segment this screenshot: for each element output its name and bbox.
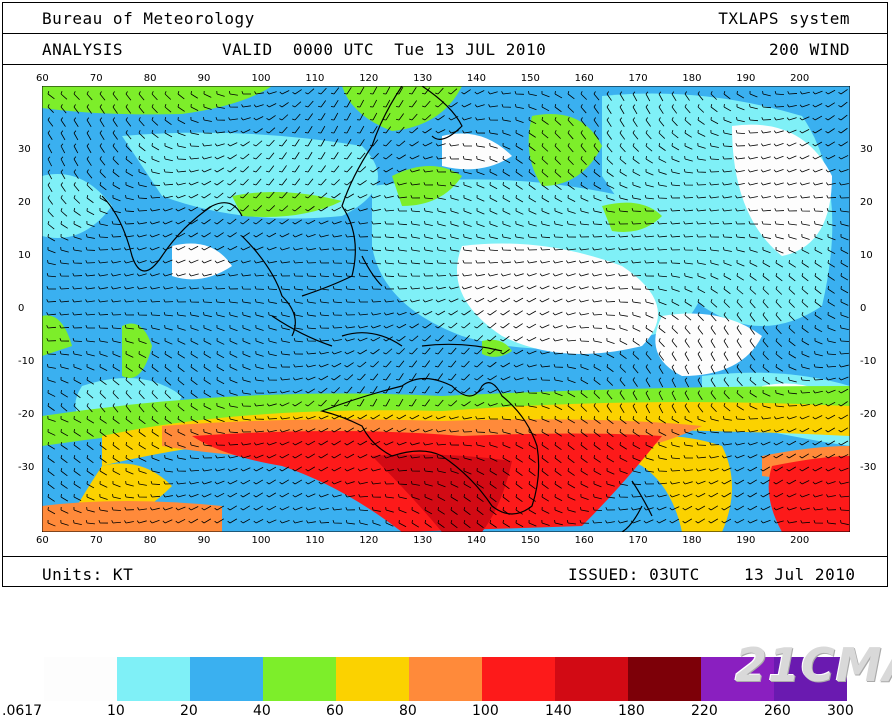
lon-tick-top: 190 [736, 73, 756, 84]
lon-tick-bottom: 60 [36, 535, 49, 546]
lat-tick-left: 0 [18, 303, 25, 314]
lon-tick-top: 160 [574, 73, 594, 84]
lon-tick-top: 80 [143, 73, 157, 84]
lon-tick-top: 130 [413, 73, 433, 84]
lat-tick-left: 10 [18, 249, 31, 261]
lon-tick-bottom: 160 [574, 535, 594, 546]
legend-label: 100 [472, 703, 499, 719]
lat-tick-right: 0 [860, 303, 867, 314]
dark-red-zones [372, 454, 512, 532]
indonesia-coast [271, 315, 503, 352]
lon-tick-top: 150 [520, 73, 540, 84]
lon-tick-top: 140 [466, 73, 487, 84]
lon-tick-bottom: 140 [466, 535, 487, 546]
footer-divider [2, 556, 888, 557]
lat-tick-right: 30 [860, 143, 873, 155]
lat-tick-left: 30 [18, 143, 31, 155]
legend-swatch [482, 657, 555, 701]
lon-tick-bottom: 120 [359, 535, 379, 546]
lat-tick-right: -30 [860, 462, 877, 474]
lon-tick-top: 100 [251, 73, 271, 84]
lon-tick-bottom: 80 [143, 535, 157, 546]
legend-label: 40 [253, 703, 271, 719]
lon-tick-top: 60 [36, 73, 49, 84]
lat-tick-right: -20 [860, 409, 877, 421]
lon-tick-top: 90 [197, 73, 211, 84]
japan-coast [421, 86, 463, 140]
india-coast [101, 195, 243, 272]
legend-swatch [555, 657, 628, 701]
legend-label: 10 [107, 703, 125, 719]
philippines-coast [361, 255, 383, 287]
lat-tick-right: 10 [860, 249, 873, 261]
lon-tick-bottom: 200 [790, 535, 810, 546]
valid-time: VALID 0000 UTC Tue 13 JUL 2010 [222, 40, 547, 59]
legend-swatch [628, 657, 701, 701]
lon-tick-bottom: 180 [682, 535, 702, 546]
new-zealand-coast [621, 480, 653, 532]
lon-tick-bottom: 150 [520, 535, 540, 546]
field-label: 200 WIND [768, 40, 850, 59]
legend-label: 180 [618, 703, 645, 719]
coastlines [101, 86, 653, 532]
issued-date: 13 Jul 2010 [744, 565, 856, 584]
lon-tick-bottom: 90 [197, 535, 211, 546]
lon-tick-top: 110 [305, 73, 325, 84]
header-divider [2, 33, 888, 34]
wind-map [42, 86, 850, 532]
lon-tick-top: 180 [682, 73, 702, 84]
legend-swatch [44, 657, 117, 701]
lon-tick-bottom: 190 [736, 535, 756, 546]
lat-tick-left: -20 [18, 409, 35, 421]
legend-swatch [409, 657, 482, 701]
chart-frame [2, 2, 888, 587]
units-label: Units: KT [42, 565, 134, 584]
legend-swatch [190, 657, 263, 701]
lon-tick-top: 170 [628, 73, 648, 84]
lon-tick-top: 70 [89, 73, 103, 84]
header-bottom-divider [2, 64, 888, 65]
china-coast [301, 86, 403, 297]
legend-swatch [336, 657, 409, 701]
australia-coast [319, 377, 540, 515]
lon-tick-top: 200 [790, 73, 810, 84]
legend-label: 140 [545, 703, 572, 719]
legend-swatch [263, 657, 336, 701]
indochina-coast [241, 235, 296, 337]
lat-tick-right: 20 [860, 196, 873, 208]
legend-swatch [701, 657, 774, 701]
lon-tick-bottom: 130 [413, 535, 433, 546]
issued-label: ISSUED: 03UTC [568, 565, 700, 584]
agency-title: Bureau of Meteorology [42, 9, 255, 28]
lon-tick-bottom: 110 [305, 535, 325, 546]
system-title: TXLAPS system [718, 9, 850, 28]
legend-label: .0617 [2, 703, 43, 719]
watermark-logo: 21CMA [735, 638, 892, 692]
legend-label: 260 [764, 703, 791, 719]
lon-tick-top: 120 [359, 73, 379, 84]
legend-label: 220 [691, 703, 718, 719]
lon-tick-bottom: 100 [251, 535, 271, 546]
lat-tick-left: -10 [18, 356, 35, 368]
lat-tick-right: -10 [860, 356, 877, 368]
lon-tick-bottom: 170 [628, 535, 648, 546]
legend-label: 300 [827, 703, 854, 719]
lat-tick-left: 20 [18, 196, 31, 208]
lon-tick-bottom: 70 [89, 535, 103, 546]
legend-label: 60 [326, 703, 344, 719]
legend-swatch [774, 657, 847, 701]
legend-label: 20 [180, 703, 198, 719]
analysis-label: ANALYSIS [42, 40, 124, 59]
legend-swatch [117, 657, 190, 701]
lat-tick-left: -30 [18, 462, 35, 474]
wind-barbs [46, 86, 850, 529]
legend-label: 80 [399, 703, 417, 719]
